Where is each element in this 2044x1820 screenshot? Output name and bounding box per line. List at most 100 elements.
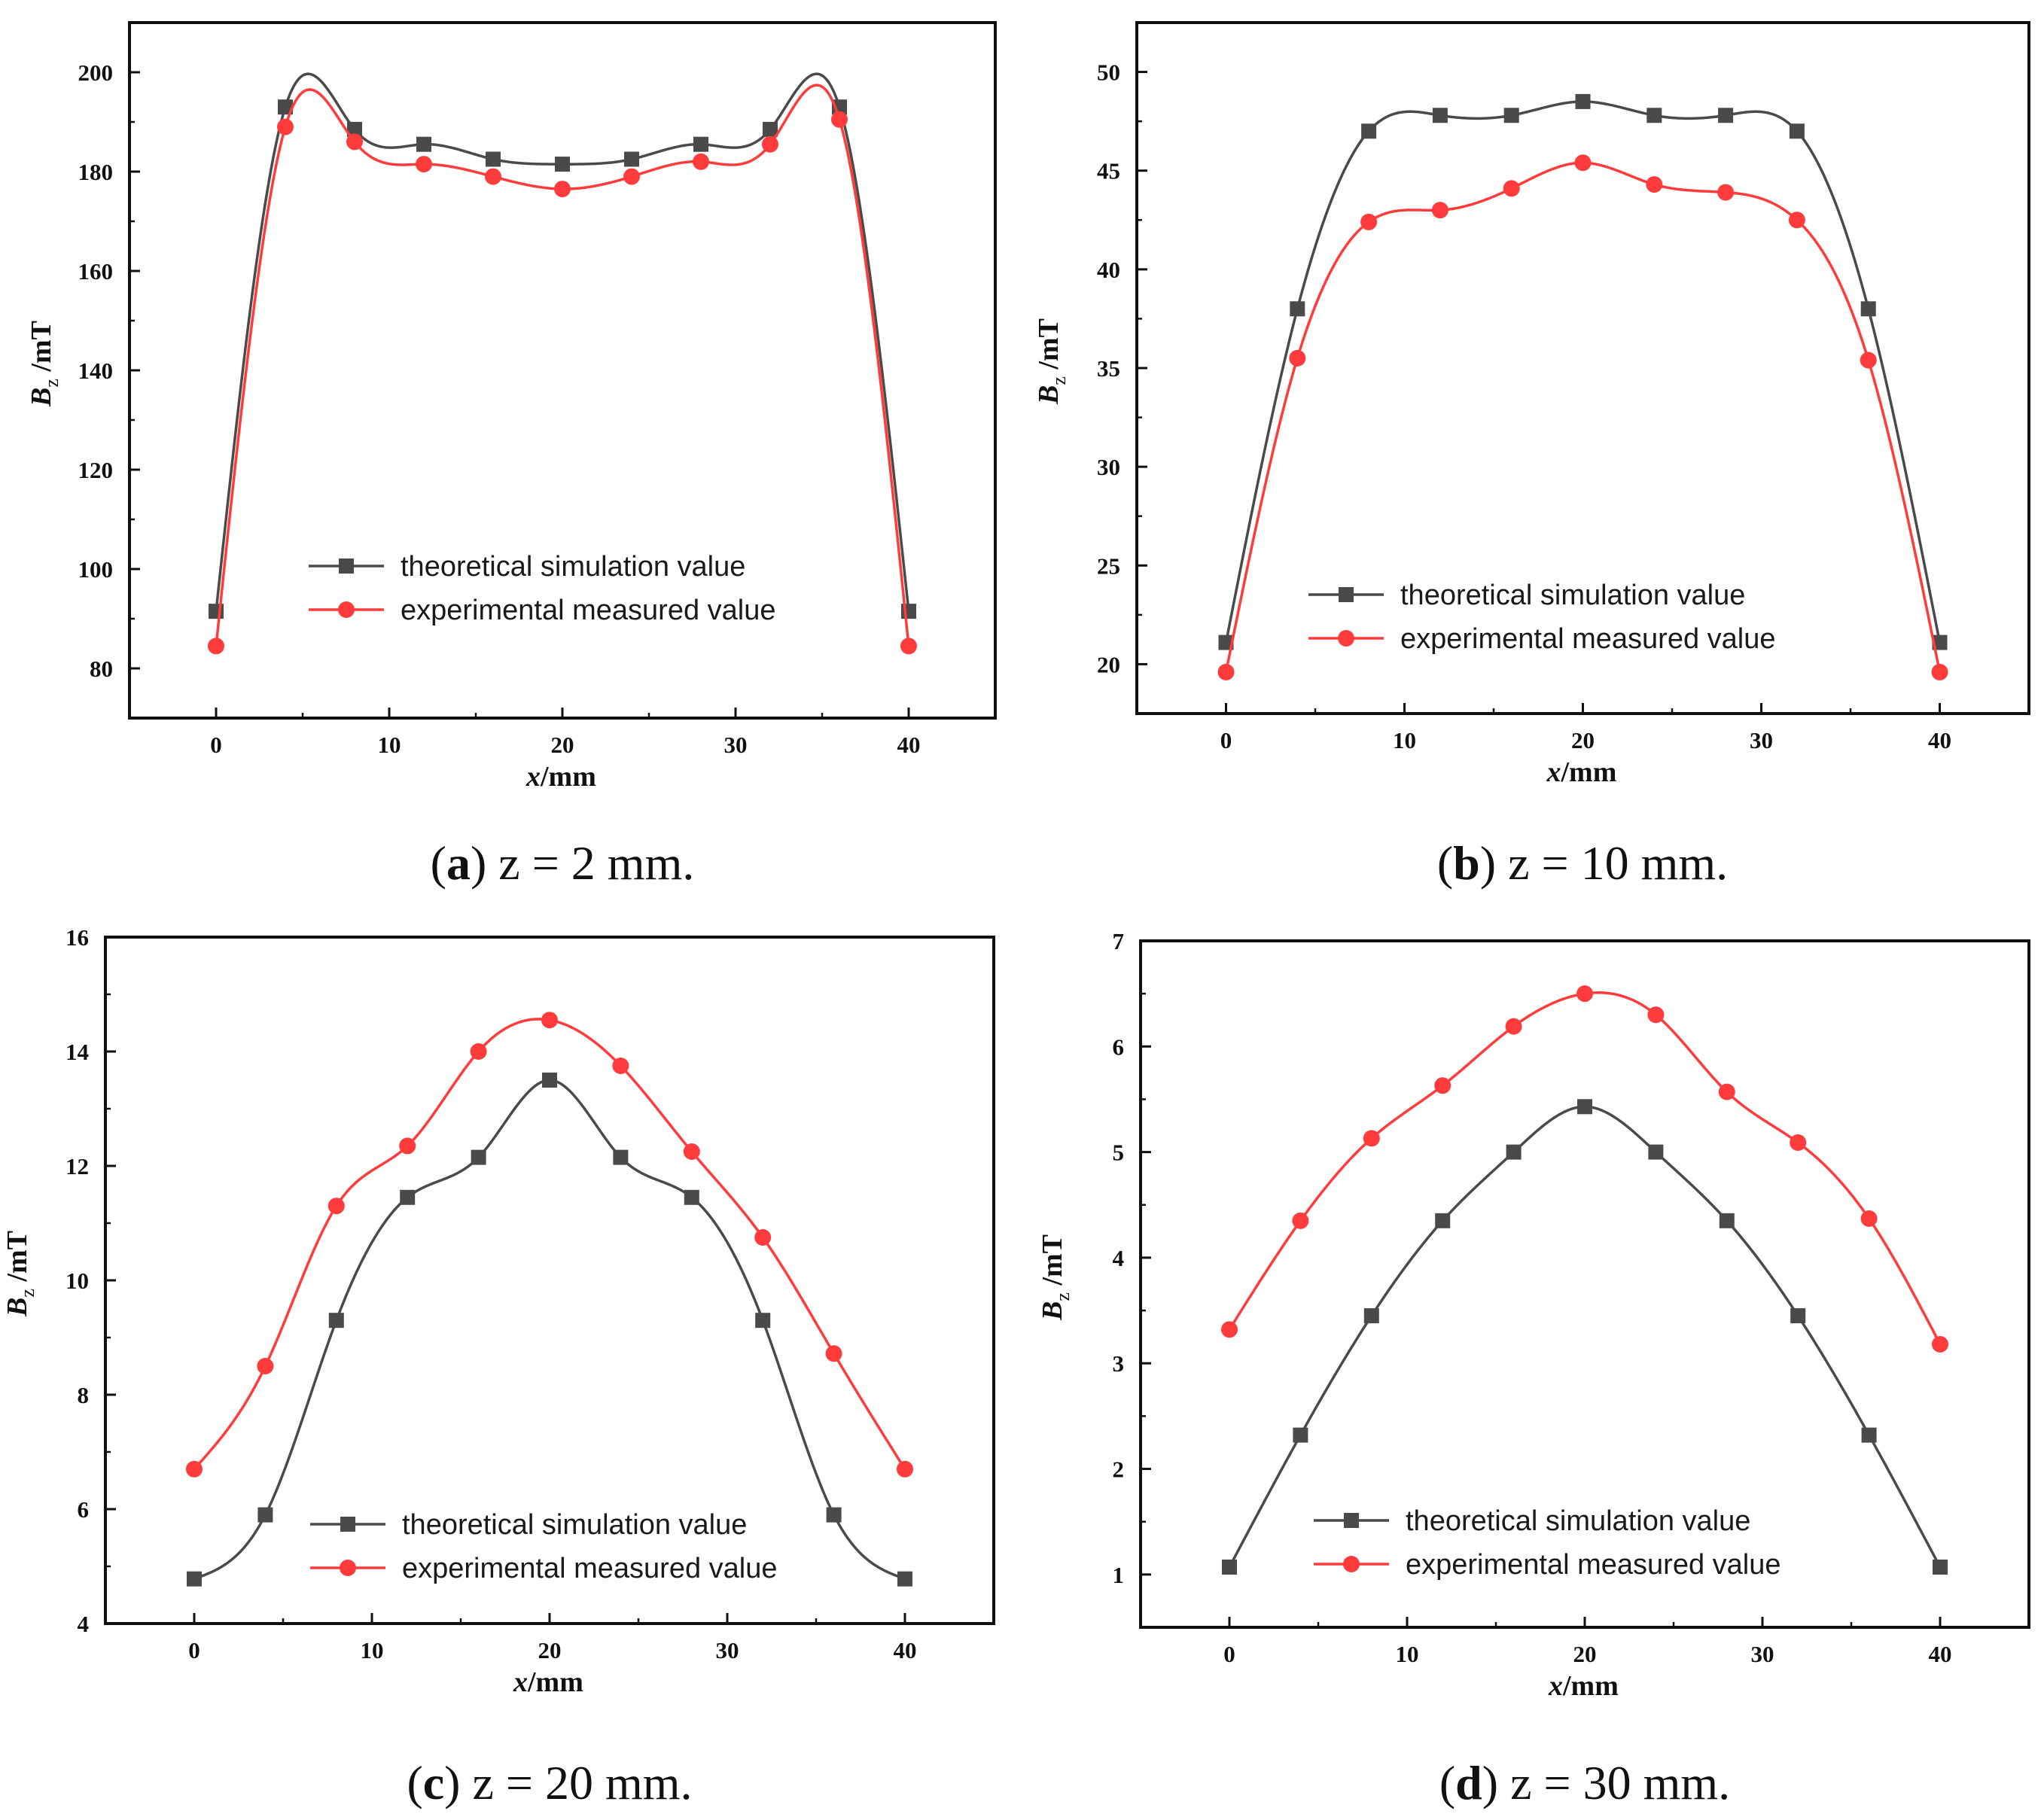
data-point-circle (1289, 349, 1306, 367)
data-point-circle (612, 1058, 629, 1074)
data-point-square (613, 1149, 629, 1165)
y-tick-label: 180 (78, 159, 114, 185)
data-point-circle (1931, 663, 1948, 680)
data-point-circle (1503, 180, 1520, 197)
x-tick-label: 20 (1571, 727, 1595, 753)
y-tick-label: 100 (78, 556, 114, 583)
data-point-square (486, 151, 501, 167)
data-point-square (416, 136, 431, 152)
y-tick-label: 7 (1113, 928, 1125, 954)
data-point-square (555, 157, 570, 172)
data-point-circle (900, 638, 917, 655)
data-point-circle (416, 156, 432, 173)
chart-panel-a: 0 10 20 30 40 80 100 120 140 160 180 200 x/mm Bz /mT t… (26, 21, 997, 890)
y-tick-label: 80 (90, 656, 113, 682)
data-point-square (278, 99, 293, 115)
y-axis-label-unit: /mT (2, 1231, 33, 1289)
data-point-square (1861, 1427, 1877, 1443)
legend-marker-circle (338, 601, 355, 618)
data-point-square (187, 1571, 202, 1587)
y-tick-label: 120 (78, 457, 114, 483)
panel-caption: (d) z = 30 mm. (1439, 1756, 1730, 1809)
y-tick-label: 25 (1097, 552, 1120, 579)
series-experimental (208, 84, 917, 655)
y-tick-label: 14 (65, 1039, 89, 1065)
legend-entry: theoretical simulation value (310, 1509, 747, 1541)
y-axis-label-subscript: z (41, 379, 62, 388)
y-tick-label: 40 (1097, 257, 1120, 283)
x-tick-label: 10 (361, 1637, 384, 1663)
legend-marker-square (340, 1517, 355, 1532)
x-tick-label: 30 (1751, 1641, 1774, 1667)
x-tick-label: 10 (1396, 1641, 1419, 1667)
y-axis-label-subscript: z (1048, 376, 1070, 385)
data-point-circle (1932, 1335, 1948, 1353)
data-point-circle (485, 168, 501, 185)
y-tick-label: 3 (1113, 1350, 1125, 1377)
legend-label: theoretical simulation value (1406, 1505, 1750, 1537)
x-axis-label: x/mm (525, 761, 596, 793)
caption-open-paren: ( (1439, 1756, 1455, 1809)
y-tick-label: 160 (78, 258, 114, 285)
y-tick-label: 140 (78, 358, 114, 384)
data-point-square (1506, 1144, 1522, 1160)
data-point-circle (693, 153, 709, 170)
data-point-square (684, 1189, 699, 1205)
y-tick-label: 2 (1113, 1456, 1125, 1483)
data-point-circle (1576, 985, 1593, 1003)
data-point-square (400, 1189, 416, 1205)
data-point-square (1222, 1560, 1237, 1575)
x-tick-label: 0 (1220, 727, 1232, 753)
legend-marker-square (1344, 1513, 1359, 1528)
y-tick-label: 6 (78, 1496, 90, 1523)
data-point-circle (831, 111, 848, 128)
caption-close-paren: ) (444, 1756, 472, 1809)
x-tick-label: 10 (1393, 727, 1416, 753)
x-axis-label-symbol: x (525, 761, 541, 793)
data-point-circle (1574, 154, 1592, 172)
data-point-circle (825, 1345, 842, 1362)
data-point-circle (1431, 202, 1448, 219)
data-point-square (1432, 108, 1448, 123)
legend-label: theoretical simulation value (1400, 580, 1745, 611)
y-tick-label: 200 (78, 59, 114, 86)
legend-label: experimental measured value (1400, 623, 1776, 655)
data-point-circle (186, 1460, 203, 1478)
legend-entry: theoretical simulation value (309, 551, 745, 583)
x-tick-label: 20 (538, 1637, 562, 1663)
y-tick-label: 4 (78, 1611, 90, 1637)
caption-letter: a (446, 836, 471, 890)
y-axis-label-unit: /mT (26, 321, 57, 379)
data-point-square (1290, 301, 1305, 317)
data-point-circle (1717, 184, 1735, 201)
legend-label: theoretical simulation value (401, 551, 745, 583)
data-point-square (1719, 1213, 1735, 1228)
data-point-square (542, 1073, 557, 1088)
y-axis-label-symbol: B (1037, 1301, 1068, 1321)
x-axis-label-symbol: x (1548, 1670, 1563, 1702)
y-axis-label: Bz /mT (26, 321, 62, 407)
x-tick-label: 40 (897, 732, 921, 758)
caption-open-paren: ( (431, 836, 446, 890)
panel-caption: (c) z = 20 mm. (407, 1756, 692, 1809)
legend-marker-square (339, 558, 354, 574)
data-point-circle (554, 181, 571, 198)
y-tick-label: 4 (1113, 1245, 1125, 1271)
data-point-circle (1221, 1321, 1238, 1338)
x-tick-label: 40 (894, 1637, 917, 1663)
y-axis-label-unit: /mT (1037, 1234, 1068, 1292)
data-point-square (693, 136, 708, 152)
caption-letter: b (1453, 836, 1480, 890)
caption-open-paren: ( (407, 1756, 422, 1809)
caption-letter: c (423, 1756, 444, 1809)
caption-open-paren: ( (1437, 836, 1453, 890)
panel-caption: (a) z = 2 mm. (431, 836, 695, 890)
series-line (1228, 991, 1942, 1345)
x-tick-label: 20 (1573, 1641, 1597, 1667)
y-tick-label: 6 (1113, 1033, 1125, 1060)
data-point-square (624, 151, 639, 167)
data-point-circle (277, 118, 294, 135)
data-point-circle (1434, 1077, 1452, 1094)
series-experimental (186, 1012, 913, 1478)
legend-label: theoretical simulation value (402, 1509, 747, 1541)
